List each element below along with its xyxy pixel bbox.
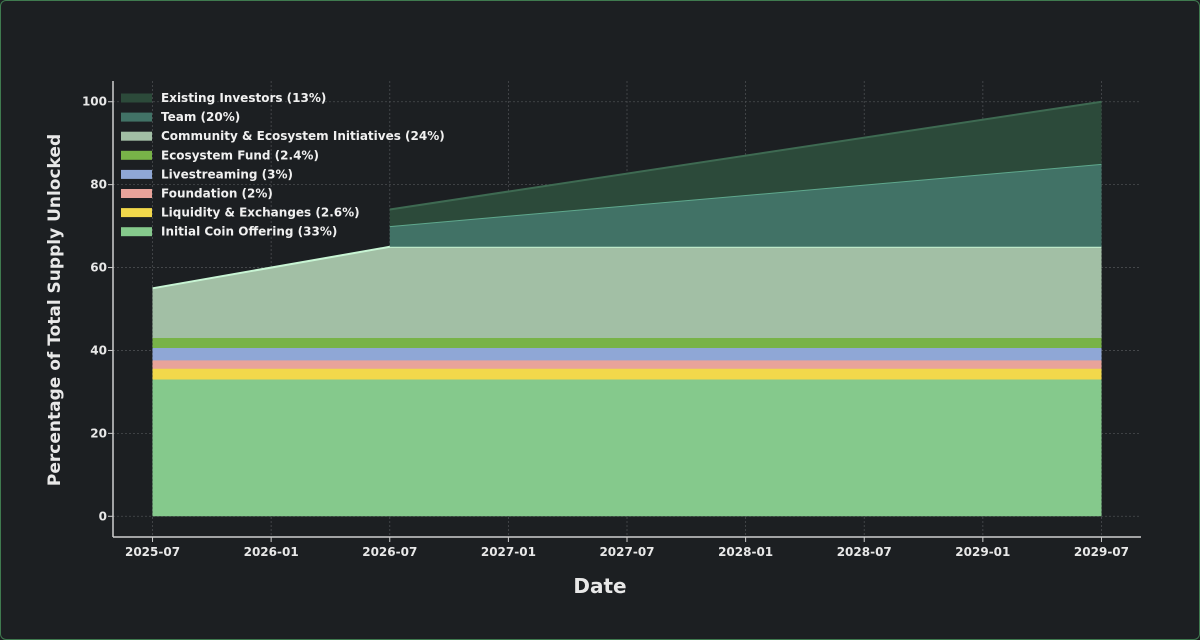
x-tick-label: 2026-07 (362, 545, 417, 559)
legend-label: Community & Ecosystem Initiatives (24%) (161, 129, 445, 143)
area-4 (152, 338, 1102, 348)
y-tick-label: 40 (90, 343, 107, 357)
y-tick-label: 80 (90, 178, 107, 192)
y-tick-label: 60 (90, 261, 107, 275)
y-axis-title: Percentage of Total Supply Unlocked (45, 134, 65, 486)
x-tick-label: 2027-01 (481, 545, 536, 559)
y-ticks: 0 20 40 60 80 100 (82, 95, 113, 523)
x-ticks: 2025-07 2026-01 2026-07 2027-01 2027-07 2028-… (125, 537, 1129, 559)
area-1 (152, 368, 1102, 380)
legend-swatch (121, 208, 152, 218)
legend-swatch (121, 112, 152, 122)
legend-swatch (121, 169, 152, 179)
area-3 (152, 348, 1102, 361)
x-tick-label: 2029-01 (955, 545, 1010, 559)
area-edge-7 (389, 100, 1102, 211)
legend-label: Ecosystem Fund (2.4%) (161, 148, 319, 162)
y-tick-label: 20 (90, 426, 107, 440)
x-tick-label: 2028-01 (718, 545, 773, 559)
x-tick-label: 2029-07 (1074, 545, 1129, 559)
legend-label: Foundation (2%) (161, 187, 273, 201)
x-tick-label: 2026-01 (244, 545, 299, 559)
x-tick-label: 2028-07 (837, 545, 892, 559)
area-7 (152, 101, 1102, 289)
x-tick-label: 2025-07 (125, 545, 180, 559)
legend-swatch (121, 131, 152, 141)
legend-swatch (121, 189, 152, 198)
legend-label: Initial Coin Offering (33%) (161, 225, 337, 239)
legend-swatch (121, 93, 152, 103)
legend-swatch (121, 227, 152, 237)
legend-label: Livestreaming (3%) (161, 167, 293, 181)
x-axis-title: Date (573, 574, 626, 598)
area-0 (152, 379, 1102, 517)
legend: Existing Investors (13%) Team (20%) Commun… (121, 91, 445, 239)
y-tick-label: 0 (99, 509, 107, 523)
legend-swatch (121, 150, 152, 160)
legend-label: Existing Investors (13%) (161, 91, 326, 105)
area-2 (152, 360, 1102, 369)
area-6 (152, 163, 1102, 289)
area-series (152, 100, 1102, 517)
x-tick-label: 2027-07 (599, 545, 654, 559)
y-tick-label: 100 (82, 95, 107, 109)
area-5 (152, 246, 1102, 338)
legend-label: Liquidity & Exchanges (2.6%) (161, 206, 360, 220)
legend-label: Team (20%) (161, 110, 240, 124)
